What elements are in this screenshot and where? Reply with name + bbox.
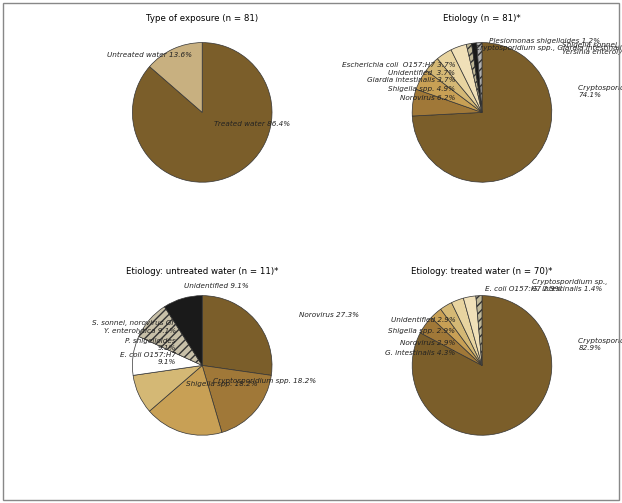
Text: Escherichia coli  O157:H7 3.7%: Escherichia coli O157:H7 3.7%: [342, 62, 455, 68]
Text: Cryptosporidium spp., Giardia intestinalis 1.2%: Cryptosporidium spp., Giardia intestinal…: [475, 45, 622, 51]
Wedge shape: [440, 303, 482, 366]
Text: Shigella spp. 18.2%: Shigella spp. 18.2%: [186, 381, 258, 387]
Text: Unidentified 9.1%: Unidentified 9.1%: [183, 283, 249, 289]
Wedge shape: [476, 296, 482, 366]
Wedge shape: [471, 43, 482, 112]
Text: Cryptosporidium spp.
82.9%: Cryptosporidium spp. 82.9%: [578, 338, 622, 351]
Text: Shigella sonnei, norovirus GI,
Yersinia enterolytica 1.2%: Shigella sonnei, norovirus GI, Yersinia …: [562, 42, 622, 55]
Text: E. coli O157:H7 2.9%: E. coli O157:H7 2.9%: [486, 286, 562, 292]
Title: Etiology (n = 81)*: Etiology (n = 81)*: [443, 14, 521, 23]
Wedge shape: [132, 43, 272, 182]
Text: Norovirus 27.3%: Norovirus 27.3%: [299, 312, 358, 318]
Wedge shape: [132, 337, 202, 375]
Text: Shigella spp. 4.9%: Shigella spp. 4.9%: [389, 86, 455, 92]
Wedge shape: [426, 59, 482, 112]
Wedge shape: [202, 366, 271, 433]
Wedge shape: [133, 366, 202, 411]
Text: Unidentified 2.9%: Unidentified 2.9%: [391, 317, 455, 323]
Text: Unidentified  3.7%: Unidentified 3.7%: [389, 69, 455, 75]
Wedge shape: [139, 307, 202, 366]
Text: Norovirus 6.2%: Norovirus 6.2%: [400, 96, 455, 102]
Wedge shape: [416, 70, 482, 112]
Title: Etiology: untreated water (n = 11)*: Etiology: untreated water (n = 11)*: [126, 267, 279, 276]
Wedge shape: [149, 366, 222, 435]
Text: E. coli O157:H7
9.1%: E. coli O157:H7 9.1%: [119, 352, 175, 365]
Wedge shape: [466, 43, 482, 112]
Text: Untreated water 13.6%: Untreated water 13.6%: [107, 52, 192, 58]
Wedge shape: [164, 296, 202, 366]
Wedge shape: [412, 89, 482, 116]
Wedge shape: [431, 309, 482, 366]
Wedge shape: [452, 298, 482, 366]
Text: Plesiomonas shigelloides 1.2%: Plesiomonas shigelloides 1.2%: [489, 38, 600, 44]
Wedge shape: [451, 44, 482, 112]
Text: Cryptosporidium spp. 18.2%: Cryptosporidium spp. 18.2%: [213, 378, 317, 384]
Wedge shape: [420, 317, 482, 366]
Wedge shape: [149, 43, 202, 112]
Text: Norovirus 2.9%: Norovirus 2.9%: [400, 340, 455, 346]
Text: Shigella spp. 2.9%: Shigella spp. 2.9%: [389, 327, 455, 333]
Wedge shape: [476, 43, 482, 112]
Wedge shape: [437, 50, 482, 112]
Wedge shape: [412, 296, 552, 435]
Text: Cryptosporidium sp.,
G. intestinalis 1.4%: Cryptosporidium sp., G. intestinalis 1.4…: [532, 279, 608, 292]
Wedge shape: [202, 296, 272, 375]
Wedge shape: [463, 296, 482, 366]
Text: G. intestinalis 4.3%: G. intestinalis 4.3%: [385, 350, 455, 356]
Wedge shape: [412, 43, 552, 182]
Text: Giardia intestinalis 3.7%: Giardia intestinalis 3.7%: [367, 77, 455, 83]
Text: Treated water 86.4%: Treated water 86.4%: [215, 121, 290, 127]
Title: Etiology: treated water (n = 70)*: Etiology: treated water (n = 70)*: [411, 267, 553, 276]
Text: P. shigelloides
9.1%: P. shigelloides 9.1%: [125, 338, 175, 351]
Text: Cryptosporidium spp.
74.1%: Cryptosporidium spp. 74.1%: [578, 85, 622, 98]
Title: Type of exposure (n = 81): Type of exposure (n = 81): [146, 14, 258, 23]
Text: S. sonnei, norovirus GI,
Y. enterolytica 9.1%: S. sonnei, norovirus GI, Y. enterolytica…: [92, 320, 175, 333]
